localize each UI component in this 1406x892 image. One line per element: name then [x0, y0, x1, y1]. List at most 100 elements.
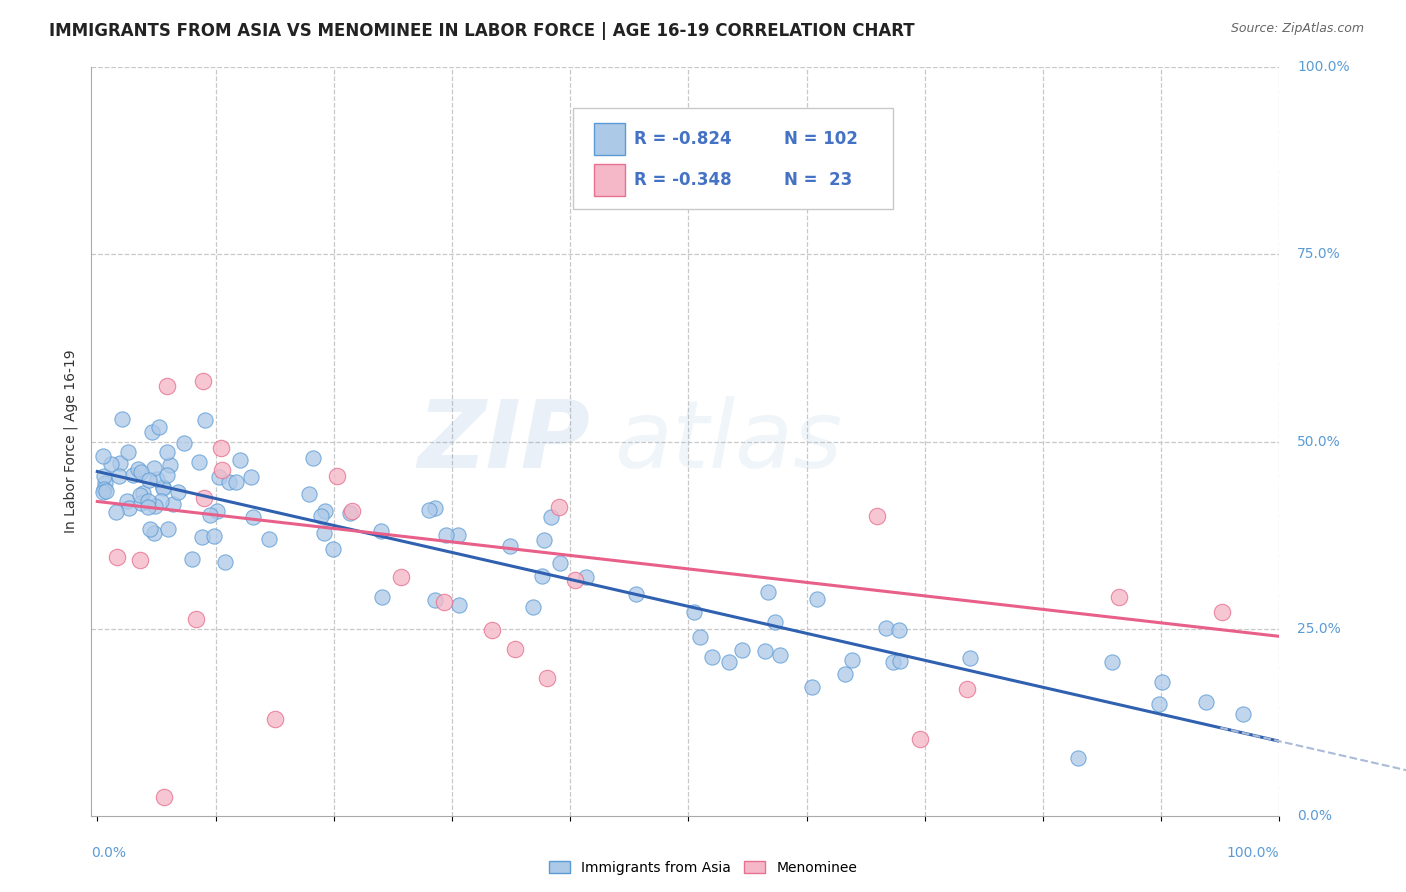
Point	[152, 481, 174, 495]
Point	[834, 666, 856, 681]
Point	[139, 522, 162, 536]
Point	[522, 600, 544, 615]
Point	[754, 644, 776, 658]
Point	[129, 465, 152, 479]
Point	[806, 591, 828, 606]
Point	[959, 650, 981, 665]
Text: ZIP: ZIP	[418, 395, 591, 488]
Point	[91, 485, 114, 500]
Point	[131, 486, 153, 500]
Point	[156, 379, 179, 393]
Point	[152, 480, 174, 494]
Point	[718, 655, 741, 669]
Point	[131, 496, 153, 510]
Point	[342, 504, 364, 518]
Point	[908, 732, 931, 747]
Point	[855, 172, 877, 186]
Point	[434, 528, 457, 542]
Text: R = -0.824: R = -0.824	[634, 130, 733, 148]
Text: 25.0%: 25.0%	[1298, 622, 1341, 636]
Point	[108, 468, 131, 483]
Point	[1108, 590, 1130, 604]
Point	[447, 528, 470, 542]
Point	[122, 468, 145, 483]
Point	[138, 474, 160, 488]
Legend: Immigrants from Asia, Menominee: Immigrants from Asia, Menominee	[543, 855, 863, 880]
Point	[218, 475, 240, 490]
Point	[297, 487, 319, 501]
Point	[118, 501, 141, 516]
Point	[259, 533, 281, 547]
Point	[159, 458, 181, 473]
Point	[423, 593, 446, 607]
Text: 100.0%: 100.0%	[1227, 847, 1279, 860]
Point	[240, 470, 263, 484]
Point	[702, 649, 724, 664]
Text: N = 102: N = 102	[785, 130, 858, 148]
Text: 75.0%: 75.0%	[1298, 247, 1341, 261]
Point	[731, 643, 754, 657]
Point	[1101, 655, 1123, 669]
Point	[181, 552, 204, 566]
Point	[311, 508, 333, 523]
FancyBboxPatch shape	[572, 108, 893, 210]
Point	[184, 612, 207, 626]
Point	[371, 590, 394, 604]
Point	[143, 526, 166, 541]
Point	[325, 468, 347, 483]
Point	[229, 453, 252, 467]
Point	[1149, 697, 1171, 711]
Text: 100.0%: 100.0%	[1298, 60, 1350, 74]
Text: atlas: atlas	[614, 396, 842, 487]
Point	[129, 553, 152, 567]
Point	[193, 491, 215, 505]
Point	[111, 412, 134, 426]
Point	[1150, 675, 1173, 690]
Point	[536, 671, 558, 685]
Point	[117, 445, 139, 459]
Point	[575, 569, 598, 583]
Point	[889, 654, 911, 668]
Text: N =  23: N = 23	[785, 171, 852, 189]
Point	[423, 500, 446, 515]
Point	[156, 467, 179, 482]
Point	[100, 458, 122, 472]
Point	[339, 506, 361, 520]
Point	[145, 499, 167, 513]
Point	[211, 463, 233, 477]
Point	[875, 621, 897, 635]
Point	[207, 504, 229, 518]
Point	[162, 497, 184, 511]
Point	[141, 425, 163, 440]
Text: R = -0.348: R = -0.348	[634, 171, 733, 189]
Point	[150, 493, 173, 508]
Point	[166, 485, 188, 500]
Point	[263, 712, 285, 726]
Point	[370, 524, 392, 538]
Point	[193, 374, 215, 388]
FancyBboxPatch shape	[593, 123, 624, 154]
Point	[242, 509, 264, 524]
Point	[209, 441, 232, 455]
Point	[136, 493, 159, 508]
Point	[94, 476, 117, 491]
Point	[93, 468, 115, 483]
Point	[156, 523, 179, 537]
Point	[1232, 707, 1254, 722]
Point	[841, 653, 863, 667]
Point	[531, 569, 554, 583]
Point	[143, 461, 166, 475]
Point	[127, 461, 149, 475]
Text: IMMIGRANTS FROM ASIA VS MENOMINEE IN LABOR FORCE | AGE 16-19 CORRELATION CHART: IMMIGRANTS FROM ASIA VS MENOMINEE IN LAB…	[49, 22, 915, 40]
Point	[301, 450, 323, 465]
Point	[1211, 605, 1233, 619]
Point	[153, 790, 176, 805]
Point	[225, 475, 247, 489]
Point	[136, 500, 159, 514]
Point	[547, 500, 569, 514]
Point	[624, 587, 647, 601]
Point	[173, 436, 195, 450]
Point	[208, 469, 231, 483]
Point	[314, 504, 336, 518]
Point	[105, 550, 128, 565]
